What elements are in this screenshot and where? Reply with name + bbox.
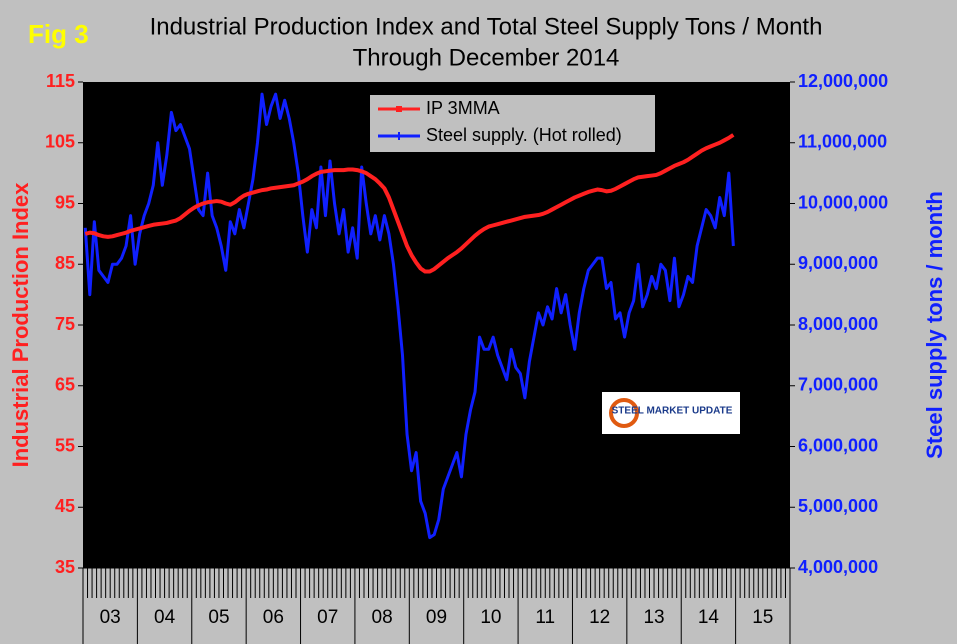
legend: IP 3MMA Steel supply. (Hot rolled) bbox=[370, 95, 655, 152]
series-line bbox=[83, 92, 735, 540]
logo-text: STEEL MARKET UPDATE bbox=[612, 406, 733, 417]
x-tick-label: 14 bbox=[698, 607, 720, 628]
x-tick-label: 04 bbox=[154, 607, 176, 628]
y-tick-label: 65 bbox=[55, 375, 75, 395]
x-tick-label: 10 bbox=[480, 607, 501, 628]
y2-tick-label: 10,000,000 bbox=[798, 192, 888, 212]
y-axis-label: Industrial Production Index bbox=[8, 182, 33, 468]
y2-tick-label: 7,000,000 bbox=[798, 375, 878, 395]
legend-label: Steel supply. (Hot rolled) bbox=[426, 125, 622, 145]
legend-marker bbox=[396, 106, 402, 112]
series-line bbox=[84, 133, 735, 274]
x-tick-label: 07 bbox=[317, 607, 338, 628]
x-tick-label: 03 bbox=[100, 607, 121, 628]
y2-tick-label: 11,000,000 bbox=[798, 132, 887, 152]
legend-label: IP 3MMA bbox=[426, 98, 500, 118]
legend-box bbox=[370, 95, 655, 152]
y2-tick-label: 4,000,000 bbox=[798, 557, 878, 577]
x-tick-label: 05 bbox=[208, 607, 229, 628]
x-tick-label: 15 bbox=[752, 607, 773, 628]
x-tick-label: 13 bbox=[643, 607, 664, 628]
x-tick-label: 09 bbox=[426, 607, 447, 628]
y2-tick-label: 6,000,000 bbox=[798, 435, 878, 455]
y2-tick-label: 5,000,000 bbox=[798, 496, 878, 516]
x-tick-label: 06 bbox=[263, 607, 284, 628]
legend-marker bbox=[395, 132, 403, 140]
y2-tick-label: 9,000,000 bbox=[798, 253, 878, 273]
y-tick-label: 105 bbox=[45, 132, 75, 152]
chart-title: Industrial Production Index and Total St… bbox=[150, 13, 823, 40]
logo-ring bbox=[609, 398, 639, 428]
y-tick-label: 85 bbox=[55, 253, 75, 273]
y-tick-label: 115 bbox=[46, 71, 75, 91]
y2-tick-label: 12,000,000 bbox=[798, 71, 888, 91]
plot-area bbox=[83, 82, 790, 568]
chart-subtitle: Through December 2014 bbox=[353, 44, 620, 71]
x-tick-label: 08 bbox=[372, 607, 393, 628]
x-tick-label: 12 bbox=[589, 607, 610, 628]
y-tick-label: 45 bbox=[55, 496, 75, 516]
logo: STEEL MARKET UPDATE bbox=[602, 392, 740, 434]
y-tick-label: 35 bbox=[55, 557, 75, 577]
x-tick-label: 11 bbox=[535, 607, 555, 628]
y-tick-label: 95 bbox=[55, 192, 75, 212]
y-tick-label: 75 bbox=[55, 314, 75, 334]
y2-axis-label: Steel supply tons / month bbox=[922, 191, 947, 459]
y2-tick-label: 8,000,000 bbox=[798, 314, 878, 334]
y-tick-label: 55 bbox=[55, 435, 75, 455]
figure-label: Fig 3 bbox=[28, 19, 89, 49]
